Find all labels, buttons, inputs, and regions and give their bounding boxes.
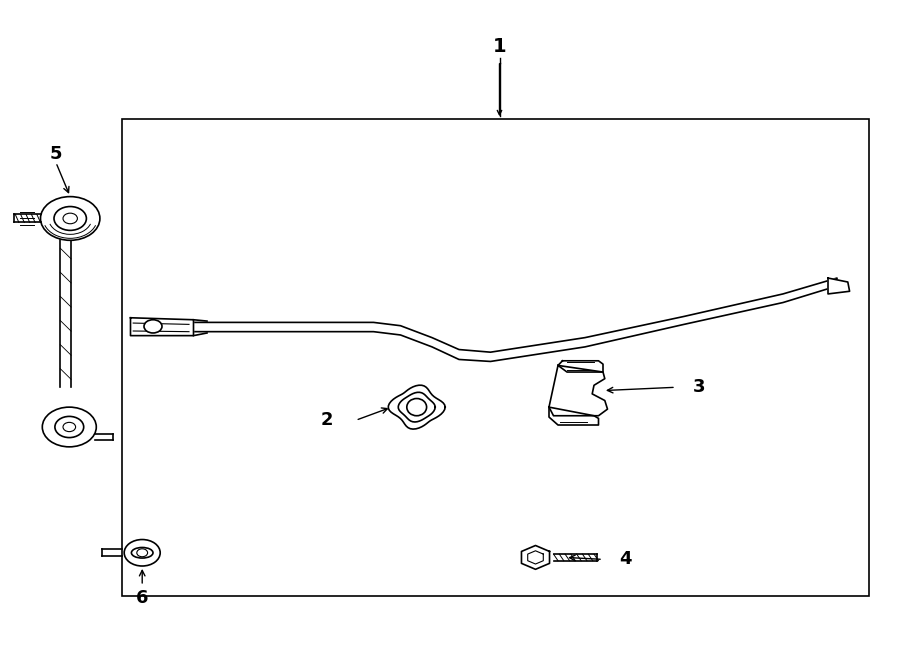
Polygon shape [558, 361, 603, 372]
Bar [122, 119, 868, 596]
Text: 5: 5 [50, 145, 62, 164]
Circle shape [137, 549, 148, 557]
Text: 4: 4 [619, 550, 632, 569]
Polygon shape [521, 545, 550, 569]
Circle shape [63, 422, 76, 432]
Polygon shape [828, 278, 850, 294]
Ellipse shape [131, 547, 153, 558]
Circle shape [63, 213, 77, 224]
Polygon shape [130, 318, 194, 336]
Text: 3: 3 [693, 378, 706, 397]
Circle shape [124, 540, 160, 566]
Circle shape [42, 407, 96, 447]
Polygon shape [549, 365, 608, 416]
Circle shape [54, 207, 86, 230]
Text: 2: 2 [320, 411, 333, 430]
Circle shape [40, 197, 100, 240]
Polygon shape [399, 393, 436, 422]
Polygon shape [389, 385, 446, 429]
Circle shape [144, 320, 162, 333]
Circle shape [55, 416, 84, 438]
Polygon shape [160, 278, 837, 361]
Polygon shape [60, 240, 71, 387]
Text: 1: 1 [492, 37, 507, 56]
Ellipse shape [407, 399, 427, 416]
Polygon shape [549, 407, 598, 425]
Text: 6: 6 [136, 589, 149, 607]
